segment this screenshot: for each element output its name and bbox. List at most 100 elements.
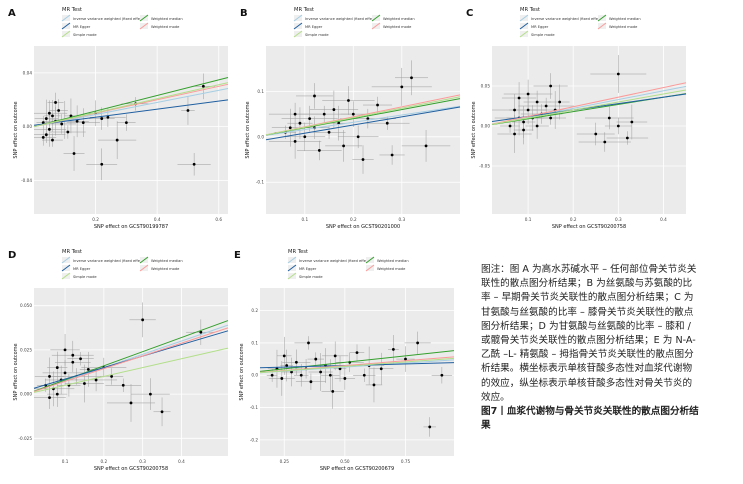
legend-item-label: Weighted mode xyxy=(377,267,406,271)
y-tick-label: -0.025 xyxy=(19,436,33,441)
data-point xyxy=(379,367,383,371)
panel-label: B xyxy=(240,8,248,19)
y-tick-label: -0.04 xyxy=(21,178,32,183)
legend: MR Test Inverse variance weighted (fixed … xyxy=(287,249,409,280)
legend-title: MR Test xyxy=(294,7,314,13)
data-point xyxy=(124,121,128,125)
legend-key-line xyxy=(287,256,297,264)
data-point xyxy=(404,357,407,361)
scatter-plot-e: E MR Test Inverse variance weighted (fixed… xyxy=(234,249,455,472)
x-tick-label: 0.4 xyxy=(154,217,161,222)
legend-key-line xyxy=(519,14,529,22)
x-axis-title: SNP effect on GCST90200758 xyxy=(94,466,168,472)
y-tick-label: 0.00 xyxy=(23,124,33,129)
data-point xyxy=(48,396,51,400)
legend-key-line xyxy=(287,264,297,272)
y-tick-label: 0.0 xyxy=(257,134,264,139)
data-point xyxy=(314,357,318,361)
legend-item-label: Weighted median xyxy=(383,17,415,21)
legend-key-line xyxy=(519,30,529,38)
plot-background xyxy=(34,288,228,456)
data-point xyxy=(517,96,521,100)
regression-line xyxy=(33,77,229,128)
data-point xyxy=(319,370,323,374)
data-point xyxy=(327,130,331,134)
legend-item-label: MR Egger xyxy=(299,267,317,271)
x-tick-label: 0.1 xyxy=(62,459,69,464)
legend-item-label: Weighted mode xyxy=(383,25,412,29)
regression-line xyxy=(33,88,229,128)
data-point xyxy=(400,85,404,89)
data-point xyxy=(293,112,297,116)
data-point xyxy=(192,162,196,166)
legend-key-line xyxy=(139,256,149,264)
data-point xyxy=(110,375,113,378)
data-point xyxy=(100,162,104,166)
panel-a: A MR Test Inverse variance weighted (fixed… xyxy=(0,0,240,232)
regression-line xyxy=(265,106,461,141)
data-point xyxy=(338,367,342,371)
plot-background xyxy=(266,46,460,214)
data-point xyxy=(508,124,512,128)
legend-title: MR Test xyxy=(62,249,82,255)
y-tick-label: 0.05 xyxy=(481,84,491,89)
y-axis-title: SNP effect on outcome xyxy=(13,101,19,158)
legend-item-label: MR Egger xyxy=(531,25,549,29)
figure-title: 图7丨血浆代谢物与骨关节炎关联性的散点图分析结果 xyxy=(481,406,699,432)
data-point xyxy=(47,127,51,131)
data-point xyxy=(307,341,310,345)
panel-label: D xyxy=(8,250,16,261)
data-point xyxy=(129,401,133,405)
figure-caption: 图注：图 A 为高水苏碱水平 – 任何部位骨关节炎关联性的散点图分析结果；B 为… xyxy=(481,263,701,433)
x-tick-label: 0.2 xyxy=(570,217,577,222)
regression-line xyxy=(491,82,687,125)
data-point xyxy=(347,99,350,102)
x-axis-title: SNP effect on GCST90200758 xyxy=(552,224,626,230)
legend-item-label: MR Egger xyxy=(305,25,323,29)
data-point xyxy=(440,373,444,377)
legend-item-label: Simple mode xyxy=(299,275,323,279)
legend-key-line xyxy=(61,14,71,22)
data-point xyxy=(625,136,629,140)
data-point xyxy=(513,132,516,136)
legend-item-label: Weighted median xyxy=(151,259,183,263)
x-tick-label: 0.3 xyxy=(615,217,622,222)
data-point xyxy=(115,138,119,142)
data-point xyxy=(57,109,61,112)
data-point xyxy=(83,382,86,385)
data-point xyxy=(294,360,298,364)
legend-item-label: Simple mode xyxy=(531,33,555,37)
data-point xyxy=(47,111,51,115)
data-point xyxy=(51,138,54,142)
data-point xyxy=(71,353,75,357)
regression-line xyxy=(33,320,229,392)
legend-item-label: Weighted mode xyxy=(151,25,180,29)
data-point xyxy=(94,378,98,382)
data-point xyxy=(526,108,530,112)
data-point xyxy=(391,347,395,351)
data-point xyxy=(332,108,336,111)
data-point xyxy=(44,133,48,137)
legend-item-label: Weighted median xyxy=(151,17,183,21)
data-point xyxy=(355,351,359,355)
data-point xyxy=(293,139,297,143)
regression-line xyxy=(33,327,229,393)
x-tick-label: 0.1 xyxy=(525,217,532,222)
regression-line xyxy=(33,347,229,393)
data-point xyxy=(522,120,525,124)
regression-line xyxy=(259,350,455,372)
data-point xyxy=(141,318,145,322)
data-point xyxy=(160,410,164,414)
plot-background xyxy=(34,46,228,214)
data-point xyxy=(308,117,312,121)
data-point xyxy=(186,109,190,112)
data-point xyxy=(342,144,345,148)
legend-key-line xyxy=(61,272,71,280)
legend-item-label: MR Egger xyxy=(73,267,91,271)
legend-key-line xyxy=(61,264,71,272)
legend-key-line xyxy=(61,256,71,264)
legend-item-label: Simple mode xyxy=(73,275,97,279)
regression-line xyxy=(259,357,455,374)
data-point xyxy=(298,121,302,125)
data-point xyxy=(424,144,428,148)
